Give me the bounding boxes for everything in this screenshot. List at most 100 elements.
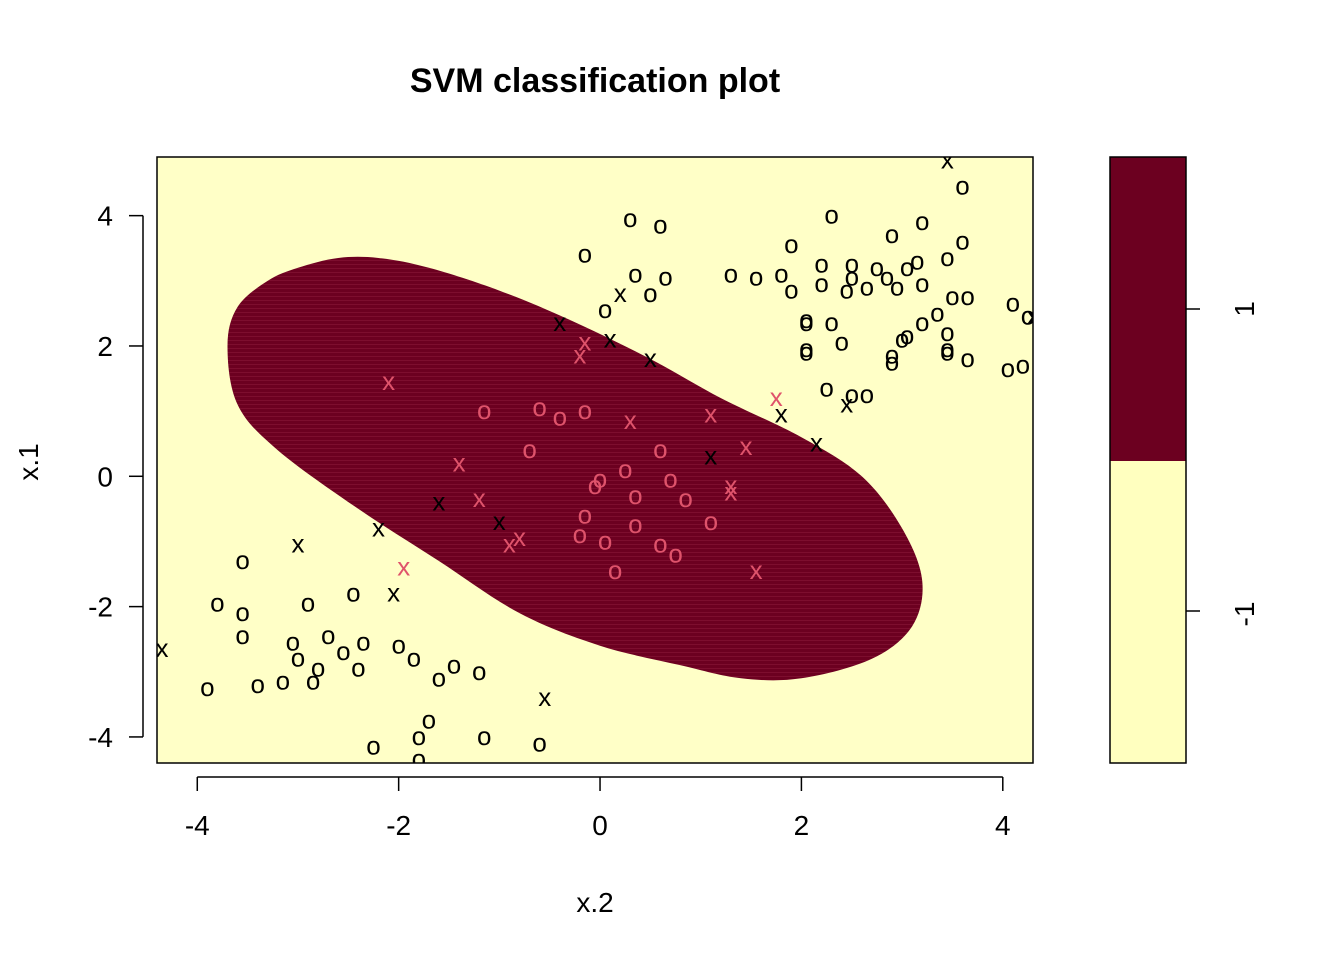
data-point-marker: o bbox=[839, 275, 853, 305]
data-point-marker: o bbox=[407, 643, 421, 673]
data-point-marker: o bbox=[824, 307, 838, 337]
x-tick-label: -4 bbox=[185, 810, 210, 841]
data-point-marker: o bbox=[532, 728, 546, 758]
support-vector-marker: x bbox=[453, 447, 466, 477]
support-vector-marker: x bbox=[840, 389, 853, 419]
chart-title: SVM classification plot bbox=[410, 62, 780, 100]
data-point-marker: o bbox=[653, 209, 667, 239]
data-point-marker: o bbox=[578, 395, 592, 425]
support-vector-marker: x bbox=[553, 307, 566, 337]
data-point-marker: o bbox=[653, 529, 667, 559]
data-point-marker: o bbox=[235, 620, 249, 650]
data-point-marker: o bbox=[940, 242, 954, 272]
data-point-marker: o bbox=[291, 643, 305, 673]
support-vector-marker: x bbox=[704, 398, 717, 428]
support-vector-marker: x bbox=[604, 324, 617, 354]
data-point-marker: o bbox=[366, 731, 380, 761]
support-vector-marker: x bbox=[750, 555, 763, 585]
data-point-marker: o bbox=[618, 454, 632, 484]
data-point-marker: o bbox=[593, 464, 607, 494]
data-point-marker: o bbox=[210, 587, 224, 617]
support-vector-marker: x bbox=[810, 428, 823, 458]
data-point-marker: o bbox=[915, 206, 929, 236]
legend-frame bbox=[1109, 156, 1187, 764]
support-vector-marker: x bbox=[624, 405, 637, 435]
data-point-marker: o bbox=[885, 219, 899, 249]
support-vector-marker: x bbox=[513, 522, 526, 552]
data-point-marker: o bbox=[960, 343, 974, 373]
data-point-marker: o bbox=[819, 372, 833, 402]
data-point-marker: o bbox=[276, 666, 290, 696]
support-vector-marker: x bbox=[724, 477, 737, 507]
data-point-marker: o bbox=[799, 333, 813, 363]
support-vector-marker: x bbox=[387, 578, 400, 608]
data-point-marker: o bbox=[1006, 288, 1020, 318]
data-point-marker: o bbox=[814, 268, 828, 298]
data-point-marker: o bbox=[336, 636, 350, 666]
data-point-marker: o bbox=[532, 392, 546, 422]
x-tick-label: -2 bbox=[386, 810, 411, 841]
data-point-marker: o bbox=[235, 545, 249, 575]
data-point-marker: o bbox=[880, 262, 894, 292]
data-point-marker: o bbox=[955, 226, 969, 256]
data-point-marker: o bbox=[814, 249, 828, 279]
data-point-marker: o bbox=[1001, 353, 1015, 383]
data-point-marker: o bbox=[784, 275, 798, 305]
support-vector-marker: x bbox=[382, 366, 395, 396]
data-point-marker: o bbox=[885, 340, 899, 370]
x-tick-label: 4 bbox=[995, 810, 1011, 841]
y-axis: -4 -2 0 2 4 bbox=[88, 201, 144, 753]
support-vector-marker: x bbox=[432, 486, 445, 516]
data-point-marker: o bbox=[1021, 301, 1035, 331]
data-point-marker: o bbox=[578, 239, 592, 269]
y-tick-label: 2 bbox=[97, 331, 113, 362]
data-point-marker: o bbox=[608, 555, 622, 585]
data-point-marker: o bbox=[845, 379, 859, 409]
data-point-marker: o bbox=[472, 656, 486, 686]
data-point-marker: o bbox=[553, 402, 567, 432]
data-point-marker: o bbox=[890, 271, 904, 301]
data-point-marker: o bbox=[477, 395, 491, 425]
data-point-marker: o bbox=[447, 649, 461, 679]
data-point-marker: o bbox=[598, 526, 612, 556]
data-point-marker: o bbox=[704, 506, 718, 536]
data-point-marker: o bbox=[628, 480, 642, 510]
support-vector-marker: x bbox=[473, 483, 486, 513]
y-tick-label: -4 bbox=[88, 722, 113, 753]
decision-region-positive bbox=[227, 256, 923, 681]
data-point-marker: o bbox=[286, 627, 300, 657]
data-point-marker: o bbox=[900, 252, 914, 282]
data-point-marker: o bbox=[200, 672, 214, 702]
support-vector-marker: x bbox=[578, 327, 591, 357]
support-vector-marker: x bbox=[704, 441, 717, 471]
legend-color-key: 1 -1 bbox=[1109, 156, 1260, 764]
x-axis-label: x.2 bbox=[576, 887, 613, 918]
support-vector-marker: x bbox=[397, 552, 410, 582]
support-vector-marker: x bbox=[770, 382, 783, 412]
plot-frame bbox=[156, 156, 1034, 764]
data-point-marker: o bbox=[895, 324, 909, 354]
data-point-marker: o bbox=[573, 519, 587, 549]
data-point-marker: o bbox=[870, 252, 884, 282]
legend-label-positive: 1 bbox=[1229, 301, 1260, 317]
support-vector-marker: x bbox=[573, 340, 586, 370]
data-point-marker: o bbox=[663, 464, 677, 494]
data-point-marker: o bbox=[412, 721, 426, 751]
data-point-marker: o bbox=[940, 333, 954, 363]
data-point-marker: o bbox=[915, 268, 929, 298]
data-point-marker: o bbox=[628, 509, 642, 539]
support-vector-marker: x bbox=[493, 506, 506, 536]
data-point-marker: o bbox=[578, 499, 592, 529]
data-point-marker: o bbox=[653, 434, 667, 464]
data-point-marker: o bbox=[834, 327, 848, 357]
support-vector-marker: x bbox=[941, 144, 954, 174]
support-vector-marker: x bbox=[775, 398, 788, 428]
x-tick-label: 0 bbox=[592, 810, 608, 841]
data-point-marker: o bbox=[235, 597, 249, 627]
data-point-marker: o bbox=[628, 258, 642, 288]
data-point-marker: o bbox=[724, 258, 738, 288]
data-point-marker: o bbox=[422, 705, 436, 735]
